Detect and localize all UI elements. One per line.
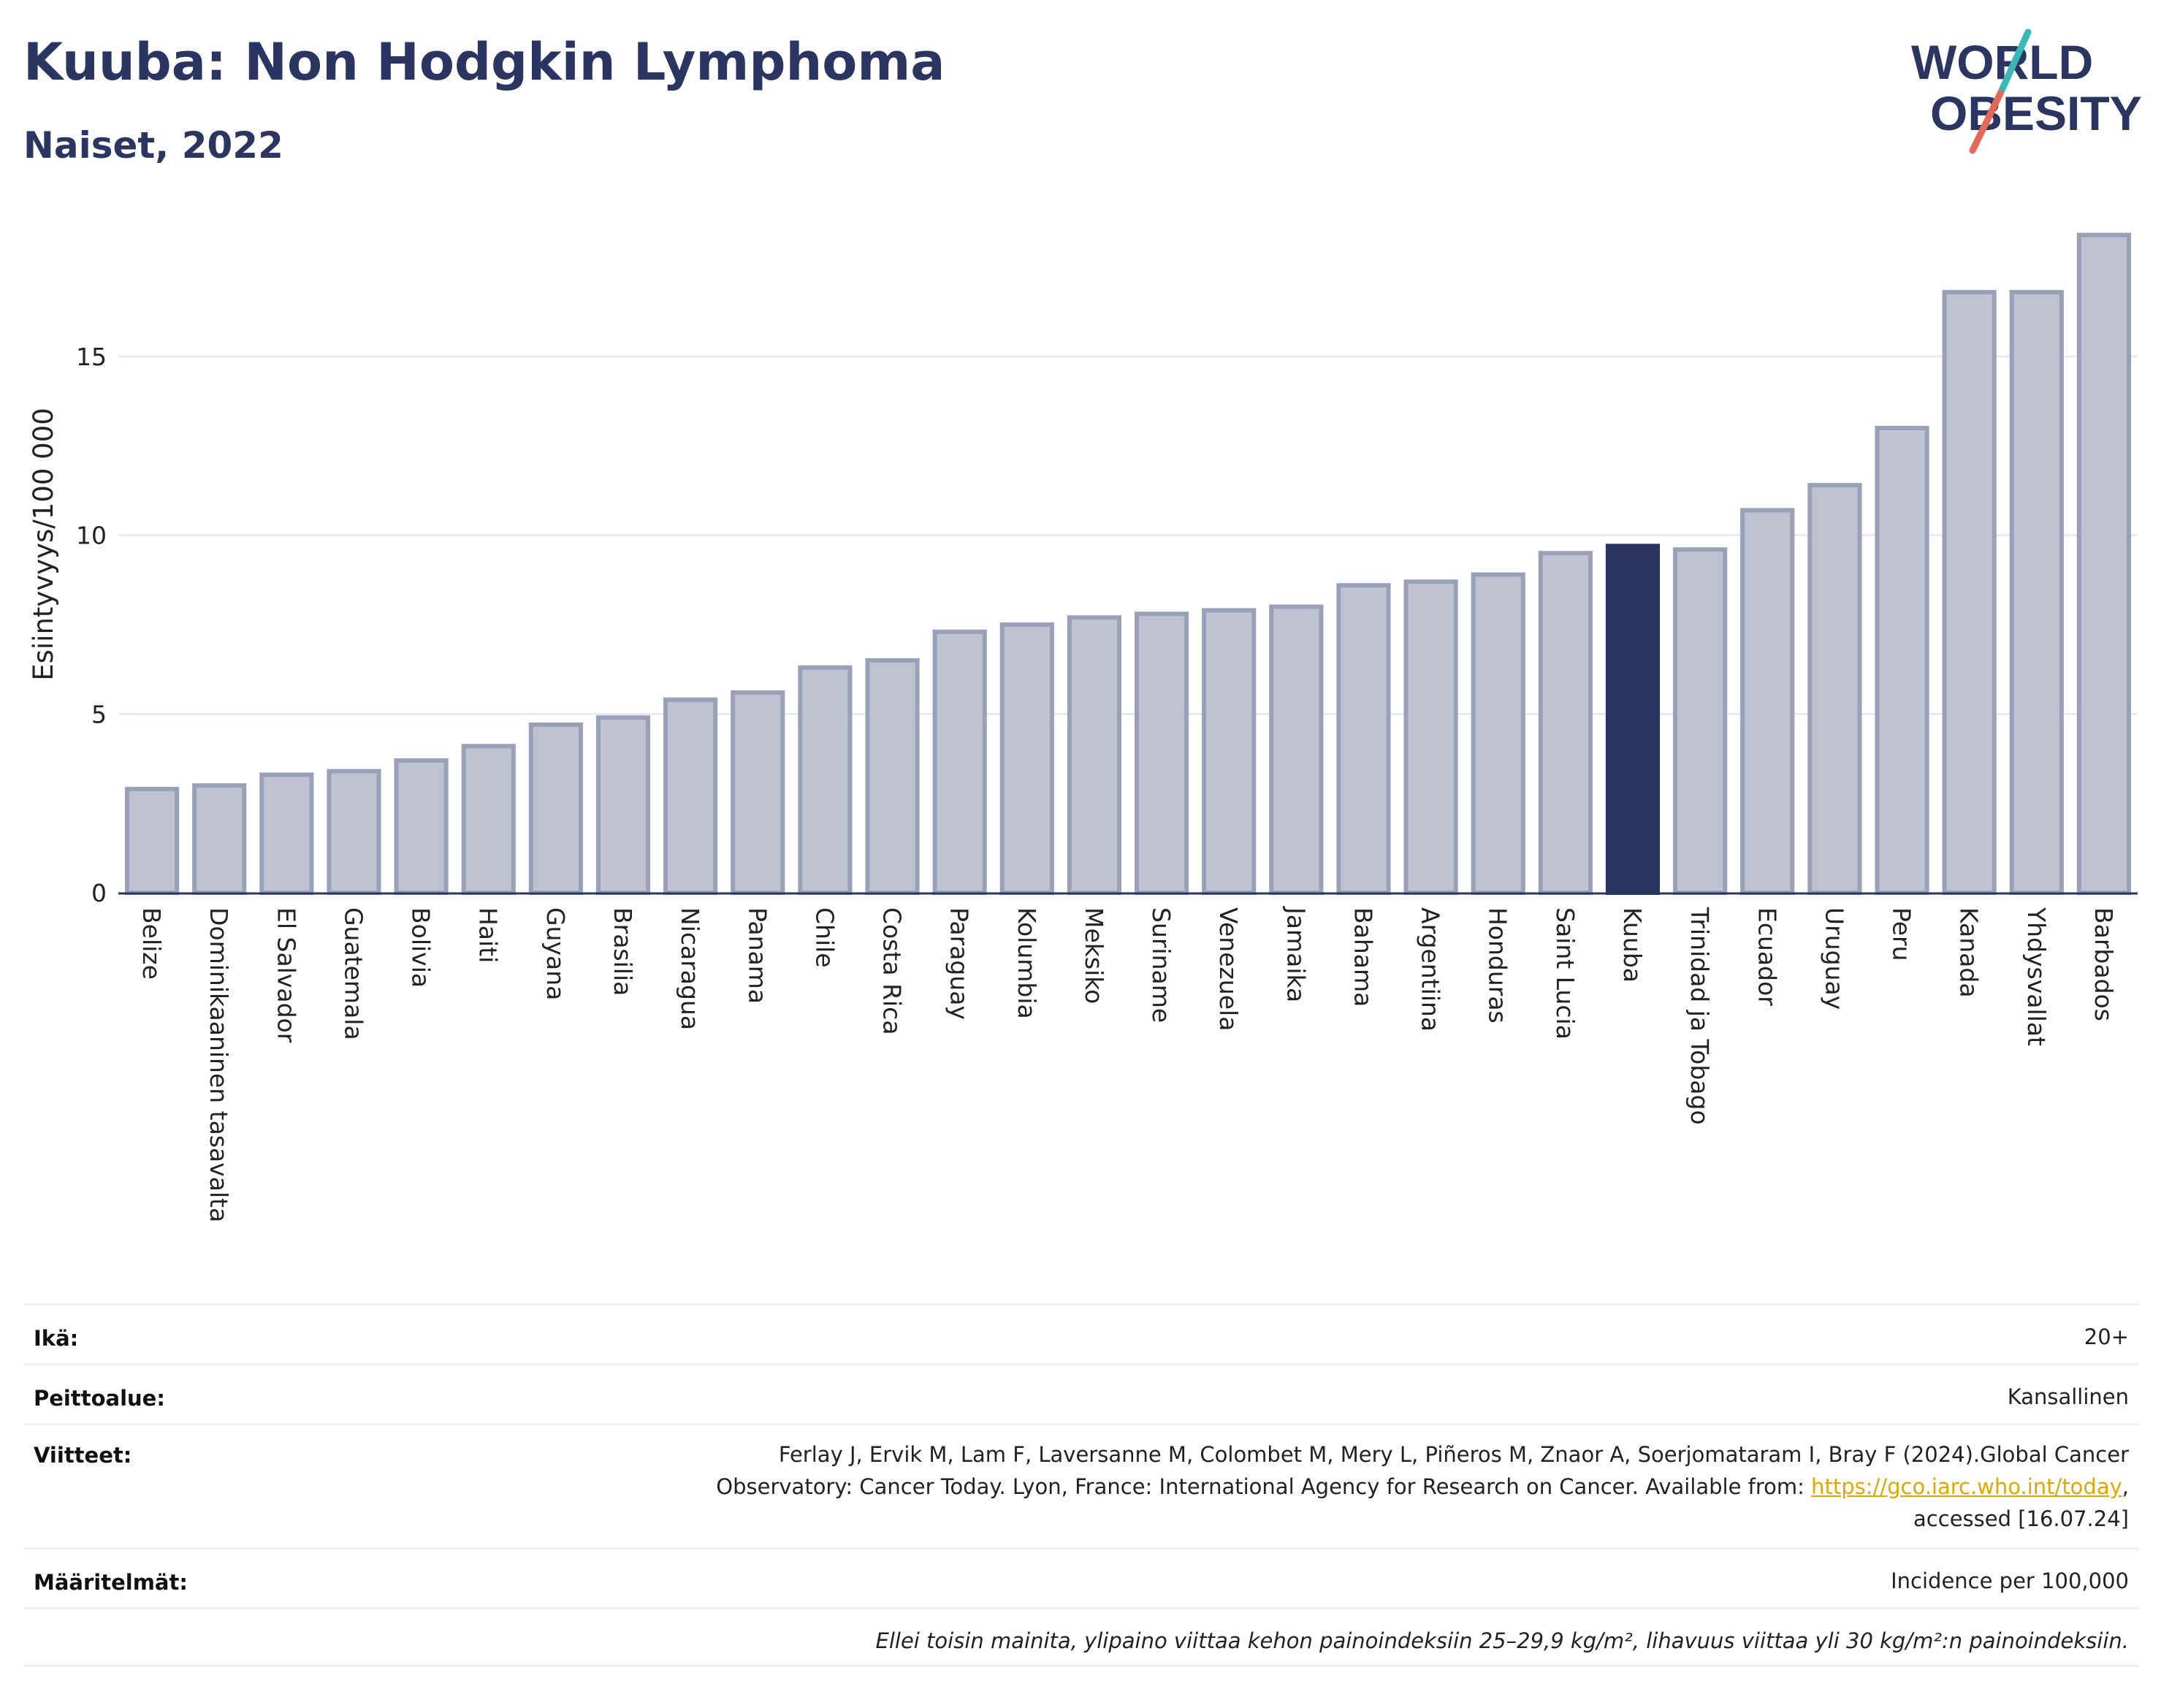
info-row-references: Viitteet: Ferlay J, Ervik M, Lam F, Lave… (23, 1423, 2139, 1547)
info-row-coverage: Peittoalue: Kansallinen (23, 1363, 2139, 1423)
bar-haiti (461, 744, 516, 896)
coverage-value: Kansallinen (2007, 1384, 2129, 1409)
bar-uruguay (1807, 483, 1862, 895)
info-row-age: Ikä: 20+ (23, 1303, 2139, 1363)
references-link[interactable]: https://gco.iarc.who.int/today (1811, 1474, 2122, 1499)
x-tick-label: Barbados (2089, 907, 2118, 1021)
x-tick-label: Honduras (1484, 907, 1512, 1023)
x-tick-label: Uruguay (1820, 907, 1848, 1010)
y-tick-label: 5 (91, 700, 107, 728)
x-tick-label: Guatemala (339, 907, 367, 1040)
grid-lines (118, 355, 2138, 715)
references-label: Viitteet: (34, 1443, 132, 1468)
bar-ecuador (1740, 508, 1795, 895)
logo-line-1: WORLD (1911, 35, 2093, 89)
bar-costa-rica (865, 657, 920, 896)
y-tick-label: 15 (76, 343, 107, 371)
y-tick-label: 0 (91, 879, 107, 907)
x-tick-label: Nicaragua (676, 907, 704, 1030)
bar-barbados (2076, 232, 2132, 896)
info-table: Ikä: 20+ Peittoalue: Kansallinen Viittee… (23, 1303, 2139, 1667)
bar-yhdysvallat (2009, 289, 2064, 896)
definitions-value: Incidence per 100,000 (1891, 1568, 2129, 1593)
bar-kanada (1942, 289, 1997, 896)
x-tick-label: Kanada (1955, 907, 1983, 998)
bar-suriname (1134, 611, 1189, 895)
chart-subtitle: Naiset, 2022 (23, 124, 283, 167)
logo-slash-teal (1997, 28, 2032, 97)
bar-guatemala (327, 769, 381, 896)
y-tick-labels: 0 5 10 15 (76, 343, 107, 907)
x-tick-label: El Salvador (272, 907, 300, 1043)
x-tick-label: Haiti (474, 907, 503, 963)
bar-jamaika (1269, 604, 1324, 895)
bar-belize (124, 787, 180, 896)
x-tick-label: Jamaika (1281, 906, 1310, 1002)
x-tick-label: Brasilia (609, 907, 637, 996)
x-tick-label: Peru (1888, 907, 1916, 961)
x-tick-label: Panama (743, 907, 771, 1004)
references-line-3: accessed [16.07.24] (1913, 1506, 2129, 1531)
bar-trinidad-ja-tobago (1673, 547, 1728, 895)
references-line-2: Observatory: Cancer Today. Lyon, France:… (716, 1471, 2129, 1503)
bar-guyana (528, 723, 583, 895)
info-row-note: Ellei toisin mainita, ylipaino viittaa k… (23, 1607, 2139, 1667)
bar-paraguay (932, 629, 987, 896)
logo-line-2: OBESITY (1930, 86, 2142, 140)
world-obesity-logo: WORLD OBESITY (1911, 28, 2142, 154)
bar-saint-lucia (1538, 551, 1593, 896)
coverage-label: Peittoalue: (34, 1386, 165, 1411)
logo-slash-red (1969, 90, 2004, 154)
references-value: Ferlay J, Ervik M, Lam F, Laversanne M, … (716, 1438, 2139, 1535)
bar-kuuba (1605, 544, 1661, 895)
x-tick-label: Costa Rica (878, 907, 907, 1035)
bar-meksiko (1067, 615, 1122, 895)
bar-el-salvador (259, 772, 314, 896)
bar-chart: 0 5 10 15 Belize Dominikaaninen tasavalta El … (28, 232, 2138, 1222)
bar-argentiina (1403, 579, 1458, 896)
x-tick-label: Ecuador (1753, 907, 1781, 1006)
y-tick-label: 10 (76, 522, 107, 550)
age-label: Ikä: (34, 1326, 79, 1351)
bar-honduras (1471, 572, 1525, 895)
references-comma: , (2122, 1474, 2129, 1499)
bar-bahama (1336, 583, 1391, 895)
bars (124, 232, 2132, 896)
x-tick-label: Kolumbia (1013, 907, 1041, 1019)
references-line-1: Ferlay J, Ervik M, Lam F, Laversanne M, … (778, 1442, 2129, 1467)
info-row-definitions: Määritelmät: Incidence per 100,000 (23, 1547, 2139, 1607)
bar-bolivia (394, 758, 449, 895)
x-tick-label: Yhdysvallat (2022, 907, 2051, 1046)
x-tick-label: Guyana (541, 907, 570, 1000)
bar-peru (1875, 425, 1929, 895)
bar-kolumbia (999, 622, 1054, 895)
x-tick-label: Bolivia (407, 907, 435, 988)
x-tick-label: Bahama (1349, 907, 1377, 1007)
note-text: Ellei toisin mainita, ylipaino viittaa k… (875, 1628, 2130, 1653)
bar-venezuela (1202, 608, 1257, 896)
x-tick-label: Argentiina (1417, 907, 1445, 1032)
bar-chile (798, 665, 853, 895)
bar-nicaragua (663, 697, 718, 895)
x-tick-label: Suriname (1147, 907, 1175, 1023)
x-tick-label: Paraguay (945, 907, 974, 1020)
x-tick-label: Kuuba (1618, 907, 1647, 983)
x-tick-label: Venezuela (1214, 907, 1243, 1031)
x-tick-label: Trinidad ja Tobago (1685, 907, 1714, 1125)
x-tick-label: Dominikaaninen tasavalta (205, 907, 233, 1222)
bar-brasilia (595, 715, 651, 896)
y-axis-label: Esiintyvyys/100 000 (28, 408, 59, 681)
references-text: Observatory: Cancer Today. Lyon, France:… (716, 1474, 1812, 1499)
chart-title: Kuuba: Non Hodgkin Lymphoma (23, 32, 945, 92)
x-tick-labels: Belize Dominikaaninen tasavalta El Salvado… (137, 906, 2118, 1222)
definitions-label: Määritelmät: (34, 1570, 188, 1595)
bar-panama (731, 690, 785, 895)
x-tick-label: Chile (810, 907, 839, 968)
bar-dominikaaninen-tasavalta (192, 783, 247, 895)
age-value: 20+ (2084, 1324, 2129, 1349)
x-tick-label: Belize (137, 907, 166, 980)
x-tick-label: Meksiko (1080, 907, 1108, 1004)
x-tick-label: Saint Lucia (1551, 907, 1579, 1040)
